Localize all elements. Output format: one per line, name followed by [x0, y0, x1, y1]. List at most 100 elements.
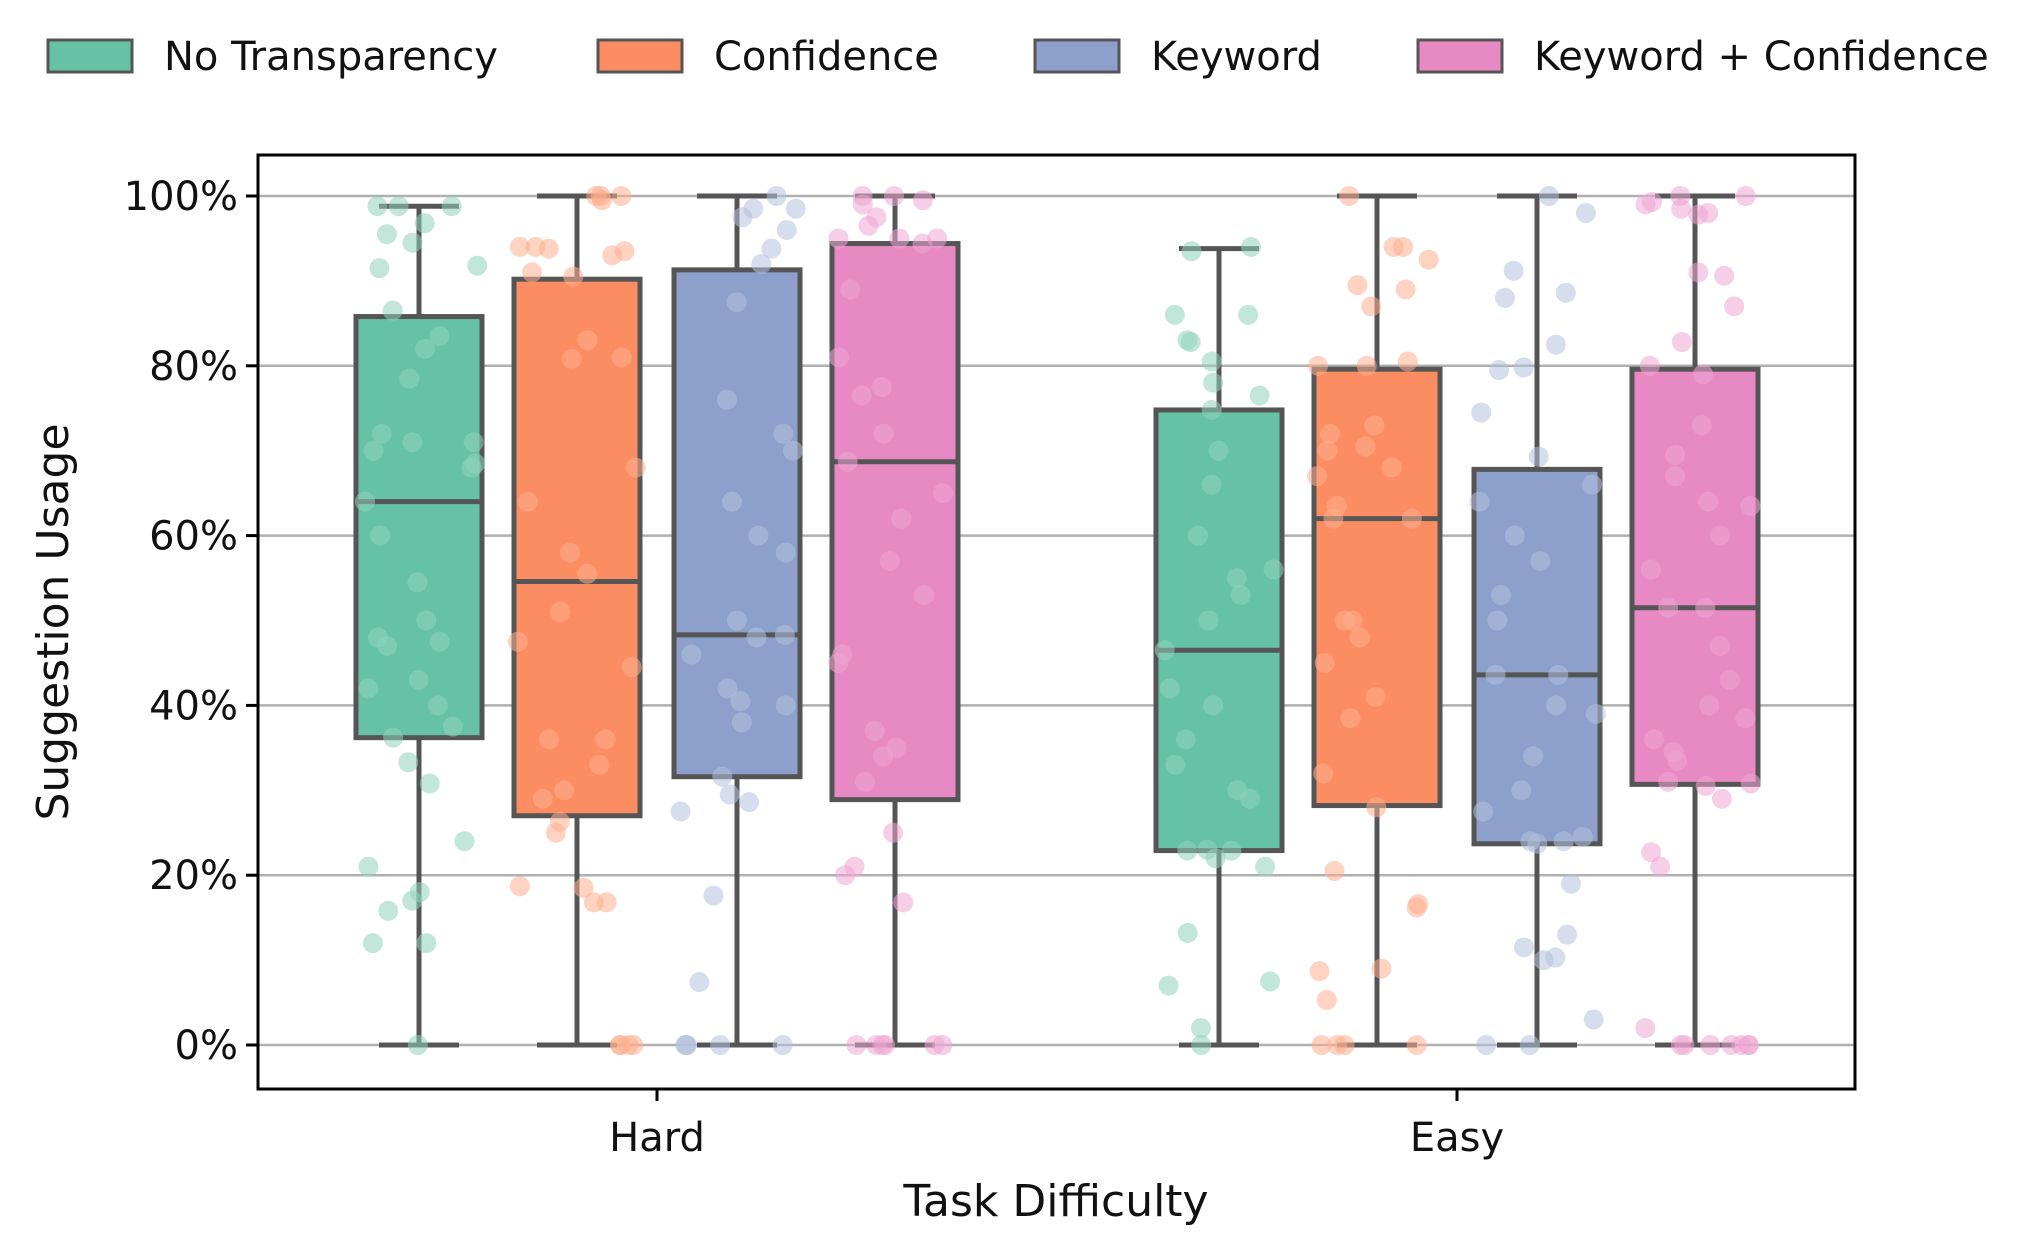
data-point [893, 892, 914, 913]
data-point [1317, 440, 1338, 461]
legend-item-no-transparency: No Transparency [46, 34, 498, 80]
data-point [376, 224, 397, 245]
data-point [1640, 559, 1661, 580]
data-point [577, 330, 598, 351]
data-point [840, 279, 861, 300]
data-point [726, 610, 747, 631]
data-point [1710, 525, 1731, 546]
data-point [1406, 1035, 1427, 1055]
data-point [383, 727, 404, 748]
data-point [1513, 937, 1534, 958]
boxes [353, 193, 1761, 1048]
data-point [1575, 202, 1596, 223]
data-point [589, 754, 610, 775]
data-point [509, 876, 530, 897]
data-point [875, 1035, 896, 1055]
data-points [355, 186, 1761, 1055]
data-point [851, 385, 872, 406]
data-point [1585, 703, 1606, 724]
data-point [1201, 474, 1222, 495]
data-point [467, 255, 488, 276]
data-point [409, 882, 430, 903]
data-point [772, 1035, 793, 1055]
data-point [1735, 708, 1756, 729]
data-point [1326, 495, 1347, 516]
y-tick-label: 60% [149, 514, 238, 560]
data-point [773, 423, 794, 444]
data-point [933, 483, 954, 504]
data-point [402, 432, 423, 453]
data-point [722, 491, 743, 512]
data-point [369, 258, 390, 279]
data-point [362, 933, 383, 954]
data-point [1555, 282, 1576, 303]
data-point [1342, 610, 1363, 631]
data-point [441, 196, 462, 217]
data-point [731, 712, 752, 733]
data-point [402, 232, 423, 253]
data-point [1494, 287, 1515, 308]
data-point [1583, 1009, 1604, 1030]
data-point [549, 811, 570, 832]
data-point [1513, 357, 1534, 378]
data-point [507, 631, 528, 652]
data-point [1165, 754, 1186, 775]
legend-swatch [1416, 38, 1504, 74]
data-point [730, 691, 751, 712]
data-point [370, 525, 391, 546]
data-point [614, 241, 635, 262]
data-point [398, 752, 419, 773]
data-point [775, 695, 796, 716]
data-point [1644, 729, 1665, 750]
data-point [429, 326, 450, 347]
data-point [1699, 695, 1720, 716]
data-point [710, 1035, 731, 1055]
data-point [1226, 568, 1247, 589]
data-point [465, 453, 486, 474]
data-point [1691, 415, 1712, 436]
data-point [1191, 1035, 1212, 1055]
data-point [525, 236, 546, 257]
legend-item-keyword: Keyword [1033, 34, 1322, 80]
data-point [1177, 840, 1198, 861]
data-point [927, 228, 948, 249]
data-point [1408, 894, 1429, 915]
data-point [719, 784, 740, 805]
data-point [1487, 610, 1508, 631]
data-point [776, 219, 797, 240]
y-tick-label: 100% [124, 174, 238, 220]
data-point [1721, 1035, 1742, 1055]
data-point [1738, 1035, 1759, 1055]
data-point [726, 292, 747, 313]
y-axis-title: Suggestion Usage [28, 423, 79, 820]
data-point [1324, 860, 1345, 881]
data-point [1230, 585, 1251, 606]
data-point [1227, 780, 1248, 801]
data-point [427, 695, 448, 716]
data-point [1208, 440, 1229, 461]
data-point [1695, 597, 1716, 618]
data-point [913, 585, 934, 606]
data-point [1489, 360, 1510, 381]
box-confidence-easy [1311, 193, 1443, 1048]
data-point [509, 236, 530, 257]
data-point [879, 551, 900, 572]
data-point [670, 801, 691, 822]
data-point [1698, 491, 1719, 512]
data-point [1674, 1035, 1695, 1055]
data-point [1201, 351, 1222, 372]
data-point [1187, 525, 1208, 546]
data-point [832, 644, 853, 665]
data-point [1255, 856, 1276, 877]
data-point [855, 771, 876, 792]
y-tick-label: 20% [149, 853, 238, 899]
data-point [363, 440, 384, 461]
data-point [884, 186, 905, 206]
grid [258, 194, 1855, 1047]
data-point [932, 1035, 953, 1055]
data-point [559, 542, 580, 563]
data-point [1635, 1018, 1656, 1039]
data-point [1340, 708, 1361, 729]
